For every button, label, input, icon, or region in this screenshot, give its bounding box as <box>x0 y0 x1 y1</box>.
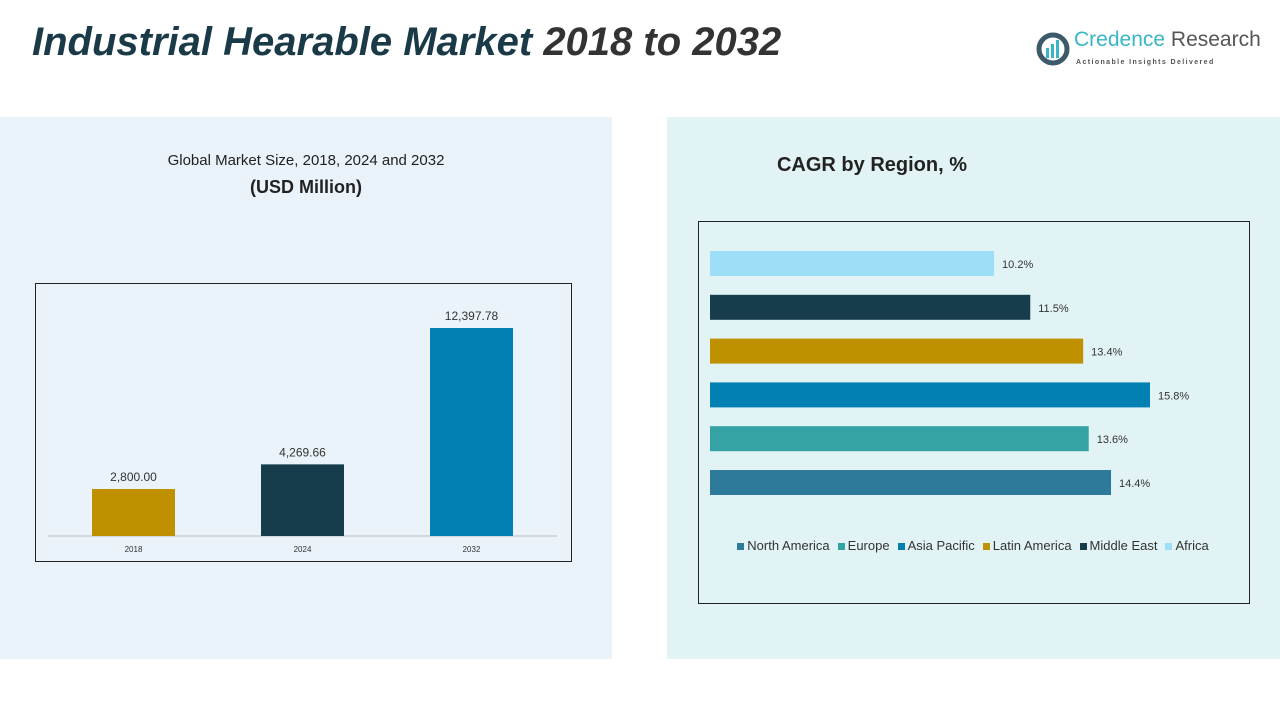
legend-swatch <box>737 543 745 550</box>
legend-swatch <box>1079 543 1087 550</box>
legend-label: Africa <box>1175 538 1209 553</box>
cagr-chart-title: CAGR by Region, % <box>776 154 967 176</box>
bar-europe <box>710 426 1089 452</box>
legend-item: Middle East <box>1079 536 1158 556</box>
value-label: 13.6% <box>1097 434 1128 446</box>
legend-label: Middle East <box>1089 538 1158 553</box>
bar-chart-title: Global Market Size, 2018, 2024 and 2032 <box>167 152 445 169</box>
legend-label: North America <box>747 538 830 553</box>
legend-item: Africa <box>1165 536 1209 556</box>
logo: Credence Research Actionable Insights De… <box>1036 28 1276 74</box>
value-label: 11.5% <box>1038 303 1069 315</box>
legend-item: Asia Pacific <box>897 536 975 556</box>
page-title: Industrial Hearable Market 2018 to 2032 <box>32 18 781 66</box>
value-label: 12,397.78 <box>445 309 499 323</box>
legend-swatch <box>837 543 845 550</box>
value-label: 15.8% <box>1158 390 1189 402</box>
value-label: 2,800.00 <box>110 470 157 484</box>
bar-asia-pacific <box>710 382 1150 408</box>
bar-middle-east <box>710 294 1031 320</box>
legend-item: Europe <box>837 536 890 556</box>
market-size-chart-frame <box>35 283 572 562</box>
legend-label: Europe <box>847 538 890 553</box>
legend-item: Latin America <box>982 536 1072 556</box>
legend-swatch <box>982 543 990 550</box>
logo-icon <box>1036 32 1070 66</box>
value-label: 13.4% <box>1091 347 1122 359</box>
cagr-chart-frame <box>698 221 1250 604</box>
legend-label: Latin America <box>992 538 1072 553</box>
logo-name-part1: Credence <box>1074 28 1166 51</box>
title-years: 2018 to 2032 <box>543 20 782 64</box>
title-main: Industrial Hearable Market <box>32 20 533 64</box>
bar-2032 <box>430 328 513 536</box>
x-tick-label: 2032 <box>463 545 481 554</box>
legend-label: Asia Pacific <box>907 538 975 553</box>
value-label: 4,269.66 <box>279 445 326 459</box>
legend-item: North America <box>737 536 830 556</box>
value-label: 10.2% <box>1002 259 1033 271</box>
bar-2024 <box>261 464 344 536</box>
bar-chart-subtitle: (USD Million) <box>250 177 362 197</box>
legend-swatch <box>1165 543 1173 550</box>
bar-africa <box>710 251 995 276</box>
legend-swatch <box>897 543 905 550</box>
bar-latin-america <box>710 338 1084 364</box>
x-tick-label: 2024 <box>294 545 312 554</box>
bar-north-america <box>710 470 1112 495</box>
bar-2018 <box>92 489 175 536</box>
logo-name-part2: Research <box>1170 28 1261 51</box>
x-tick-label: 2018 <box>125 545 143 554</box>
value-label: 14.4% <box>1119 478 1150 490</box>
logo-tagline: Actionable Insights Delivered <box>1076 59 1215 66</box>
legend: North America Europe Asia Pacific Latin Ame… <box>702 536 1244 556</box>
logo-name: Credence Research <box>1074 28 1261 51</box>
